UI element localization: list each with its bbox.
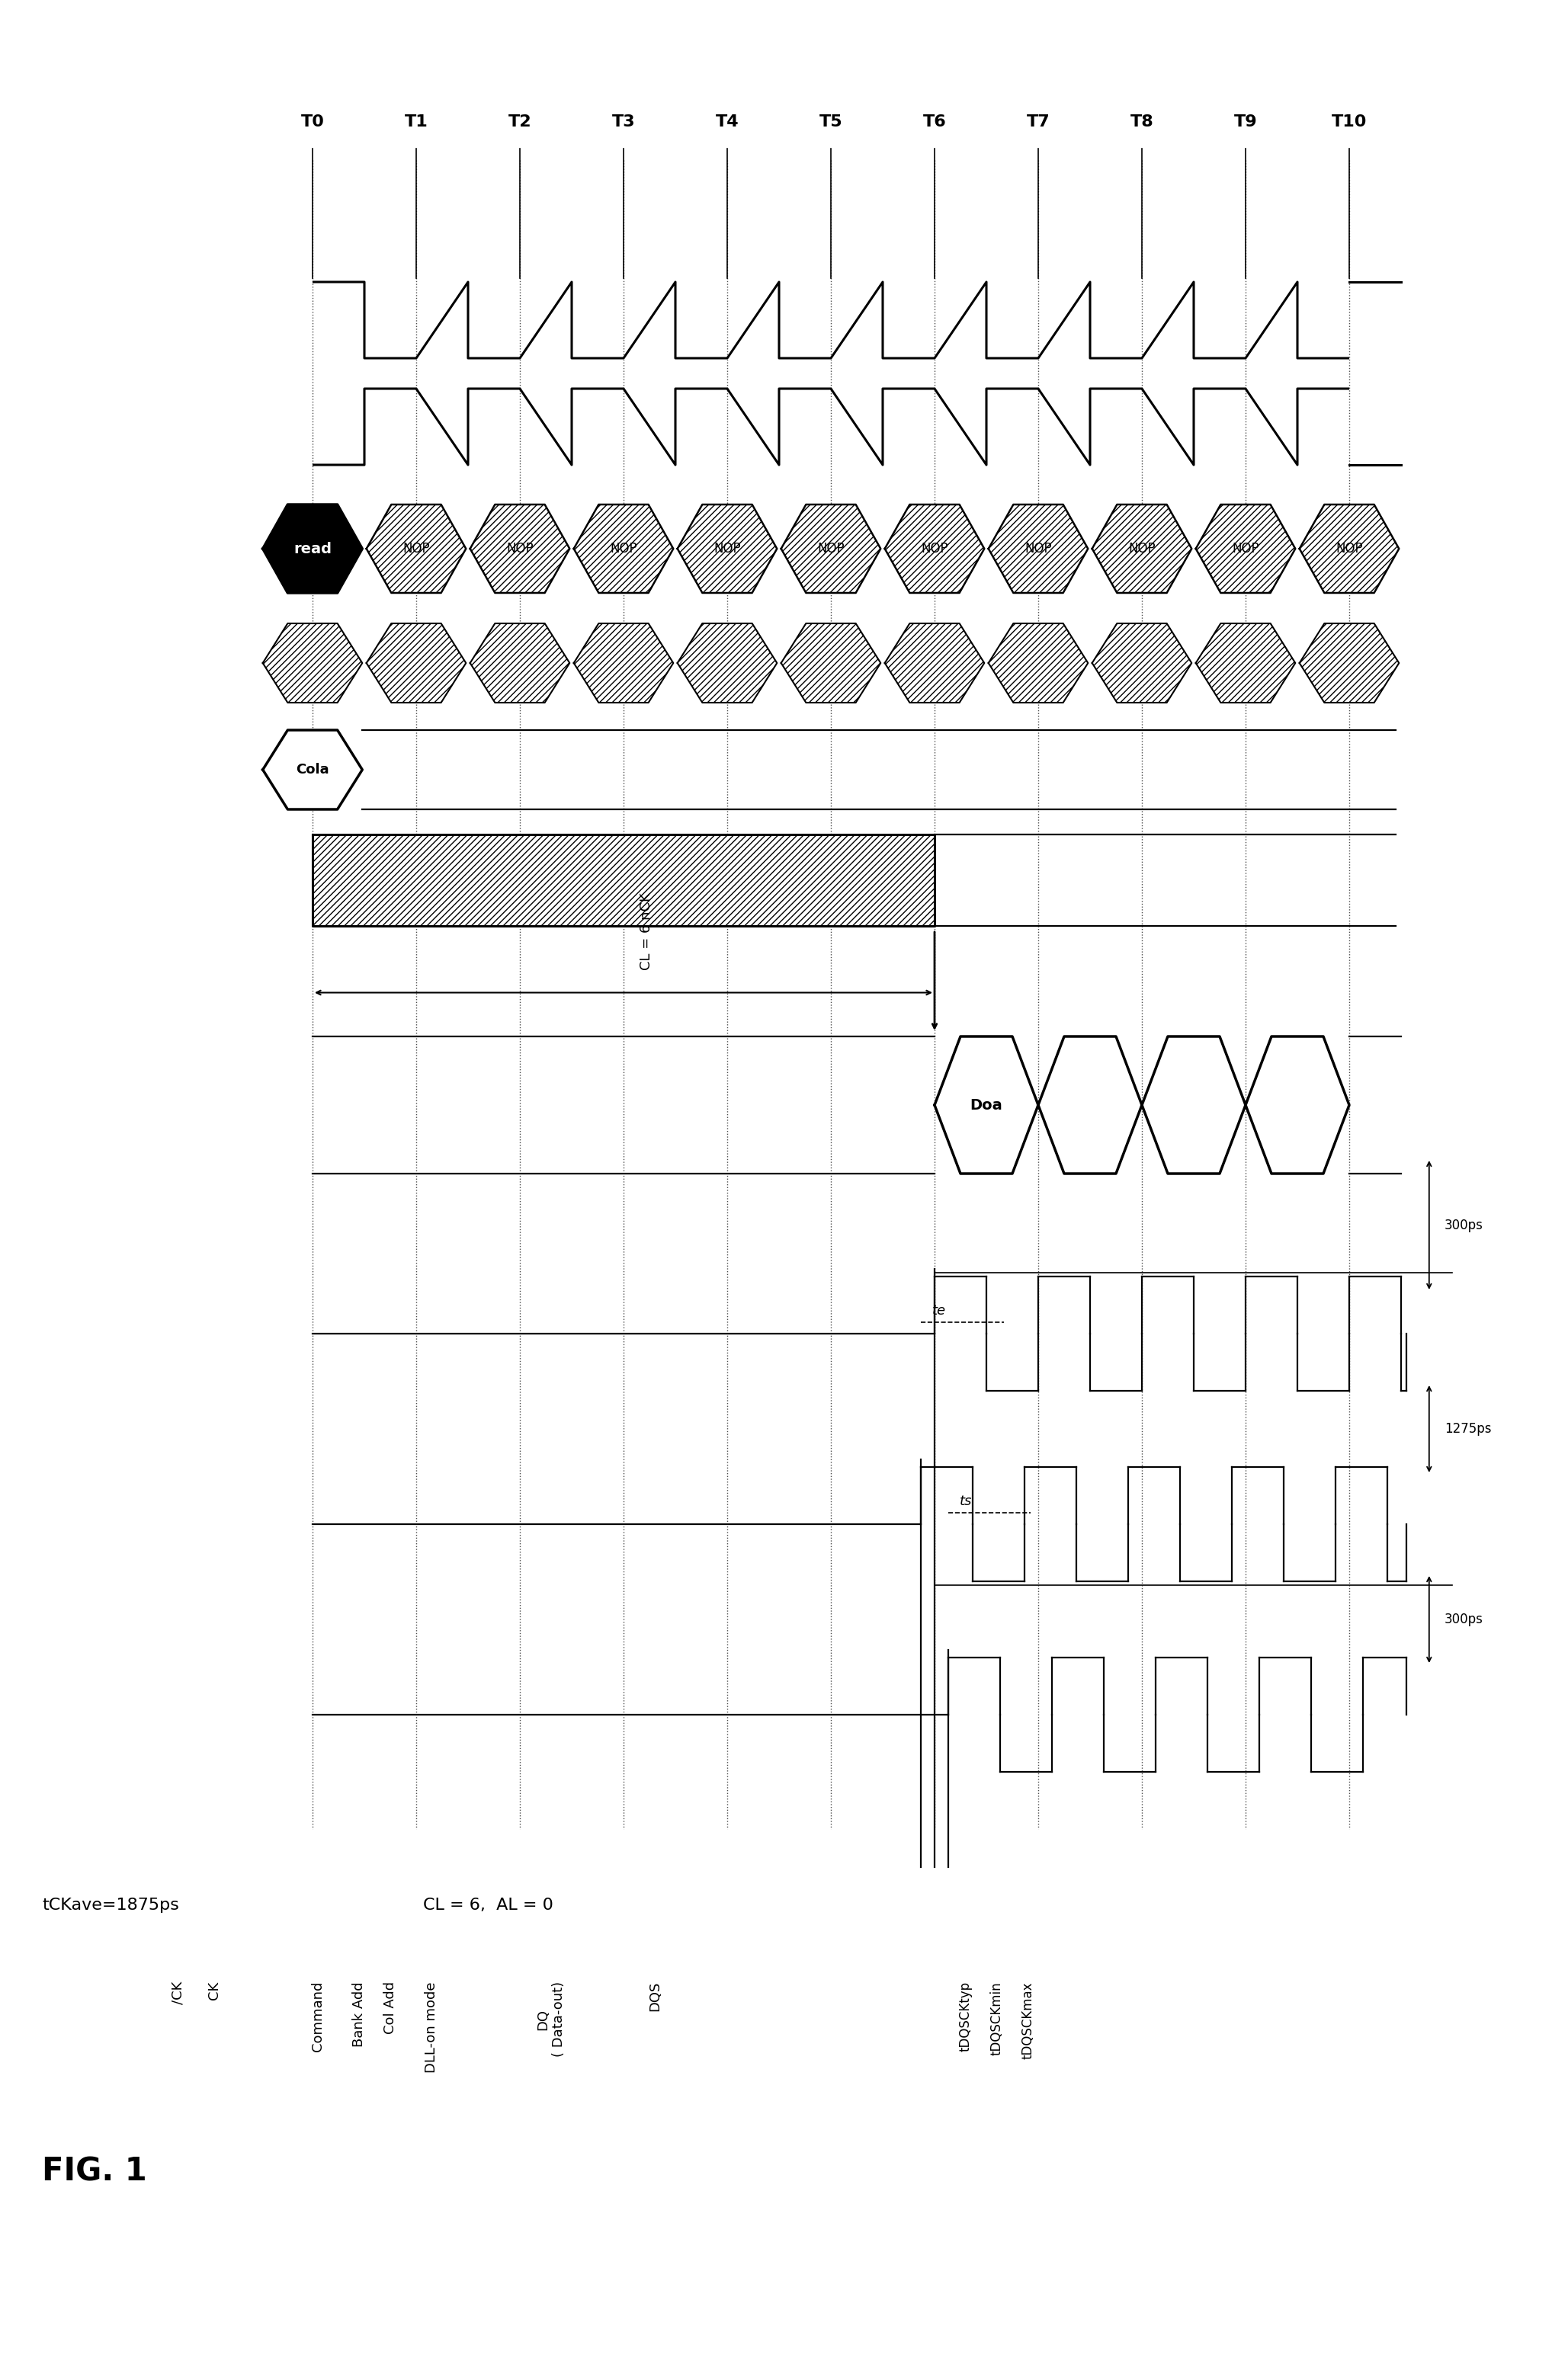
Text: 1275ps: 1275ps — [1445, 1423, 1491, 1435]
Polygon shape — [262, 624, 362, 702]
Polygon shape — [1195, 505, 1296, 593]
Text: FIG. 1: FIG. 1 — [42, 2156, 147, 2187]
Text: NOP: NOP — [506, 543, 534, 555]
Polygon shape — [678, 624, 778, 702]
Polygon shape — [885, 505, 984, 593]
Text: Bank Add: Bank Add — [352, 1983, 366, 2047]
Text: T2: T2 — [508, 114, 531, 129]
Text: te: te — [933, 1304, 947, 1319]
Text: NOP: NOP — [818, 543, 844, 555]
Polygon shape — [1093, 624, 1192, 702]
Text: tDQSCKmax: tDQSCKmax — [1021, 1983, 1035, 2059]
Text: 300ps: 300ps — [1445, 1614, 1484, 1626]
Text: read: read — [293, 543, 332, 557]
Text: Doa: Doa — [970, 1097, 1003, 1111]
Text: NOP: NOP — [1024, 543, 1052, 555]
Text: DQ
( Data-out): DQ ( Data-out) — [535, 1983, 566, 2056]
Text: CK: CK — [206, 1983, 220, 1999]
Polygon shape — [989, 624, 1088, 702]
Polygon shape — [574, 624, 674, 702]
Text: DLL-on mode: DLL-on mode — [425, 1983, 439, 2073]
Polygon shape — [1038, 1035, 1142, 1173]
Text: Col Add: Col Add — [383, 1983, 397, 2035]
Text: T9: T9 — [1234, 114, 1257, 129]
Polygon shape — [574, 505, 674, 593]
Polygon shape — [366, 624, 466, 702]
Text: NOP: NOP — [610, 543, 638, 555]
Polygon shape — [470, 505, 570, 593]
Polygon shape — [366, 505, 466, 593]
Text: CL = 6,  AL = 0: CL = 6, AL = 0 — [424, 1897, 554, 1914]
Polygon shape — [312, 835, 934, 926]
Text: ts: ts — [959, 1495, 972, 1509]
Polygon shape — [262, 505, 362, 593]
Text: T4: T4 — [715, 114, 739, 129]
Polygon shape — [934, 1035, 1038, 1173]
Polygon shape — [470, 624, 570, 702]
Text: /CK: /CK — [171, 1983, 185, 2004]
Polygon shape — [1142, 1035, 1246, 1173]
Text: CL = 6 nCK: CL = 6 nCK — [639, 892, 653, 971]
Polygon shape — [678, 505, 778, 593]
Polygon shape — [1299, 505, 1398, 593]
Text: T7: T7 — [1026, 114, 1051, 129]
Text: T0: T0 — [301, 114, 324, 129]
Text: NOP: NOP — [714, 543, 740, 555]
Text: tCKave=1875ps: tCKave=1875ps — [42, 1897, 178, 1914]
Polygon shape — [1246, 1035, 1349, 1173]
Text: NOP: NOP — [1232, 543, 1259, 555]
Text: T8: T8 — [1130, 114, 1153, 129]
Polygon shape — [885, 624, 984, 702]
Text: tDQSCKmin: tDQSCKmin — [990, 1983, 1004, 2054]
Polygon shape — [781, 505, 880, 593]
Text: Command: Command — [310, 1983, 324, 2052]
Text: NOP: NOP — [920, 543, 948, 555]
Text: T5: T5 — [819, 114, 843, 129]
Text: T1: T1 — [405, 114, 428, 129]
Text: NOP: NOP — [1336, 543, 1363, 555]
Text: DQS: DQS — [647, 1983, 661, 2011]
Text: 300ps: 300ps — [1445, 1219, 1484, 1233]
Text: tDQSCKtyp: tDQSCKtyp — [959, 1983, 973, 2052]
Polygon shape — [262, 731, 362, 809]
Polygon shape — [1299, 624, 1398, 702]
Text: Cola: Cola — [296, 764, 329, 776]
Polygon shape — [989, 505, 1088, 593]
Polygon shape — [1195, 624, 1296, 702]
Text: NOP: NOP — [402, 543, 430, 555]
Text: T6: T6 — [923, 114, 947, 129]
Text: T10: T10 — [1332, 114, 1367, 129]
Text: NOP: NOP — [1128, 543, 1156, 555]
Text: T3: T3 — [611, 114, 635, 129]
Polygon shape — [1093, 505, 1192, 593]
Polygon shape — [781, 624, 880, 702]
